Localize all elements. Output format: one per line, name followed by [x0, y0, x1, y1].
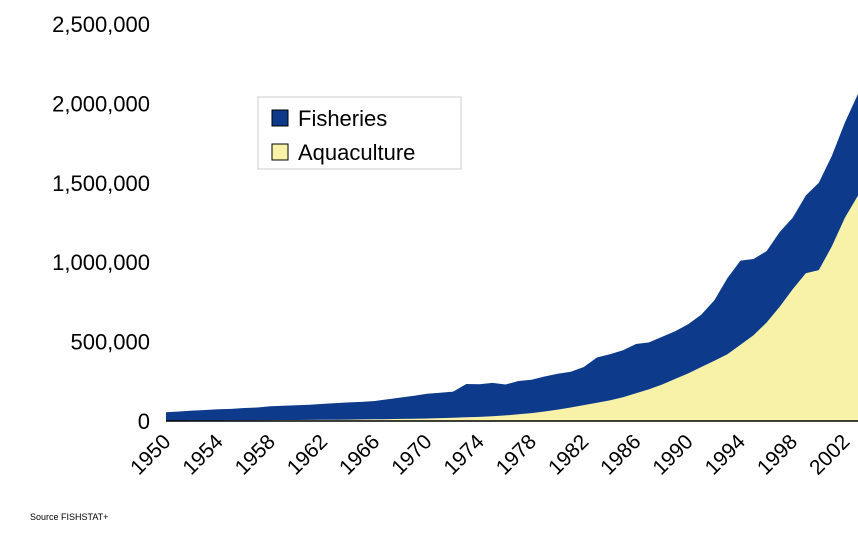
x-tick-label: 1986	[596, 430, 645, 479]
x-tick-label: 1958	[231, 430, 280, 479]
legend-box	[257, 96, 462, 170]
x-tick-label: 1994	[701, 430, 751, 480]
legend-swatch-fisheries	[271, 109, 289, 127]
y-tick-label: 2,500,000	[52, 12, 150, 37]
x-tick-label: 1970	[387, 430, 436, 479]
area-aquaculture	[166, 195, 858, 421]
x-tick-label: 1966	[335, 430, 384, 479]
y-tick-label: 1,500,000	[52, 171, 150, 196]
x-tick-label: 1950	[126, 430, 175, 479]
area-fisheries	[166, 93, 858, 421]
x-tick-label: 2002	[805, 430, 854, 479]
legend-swatch-aquaculture	[271, 143, 289, 161]
x-tick-label: 1990	[648, 430, 697, 479]
y-tick-label: 2,000,000	[52, 91, 150, 116]
legend: Fisheries Aquaculture	[257, 96, 462, 170]
x-axis: 1950 1954 1958 1962 1966 1970 1974 1978 1982 1986…	[126, 430, 854, 480]
x-tick-label: 1982	[544, 430, 593, 479]
plot-areas	[166, 93, 858, 421]
legend-label-fisheries: Fisheries	[298, 106, 387, 131]
x-tick-label: 1962	[283, 430, 332, 479]
y-tick-label: 0	[138, 409, 150, 434]
source-note: Source FISHSTAT+	[30, 512, 109, 522]
x-tick-label: 1974	[440, 430, 490, 480]
y-tick-label: 1,000,000	[52, 250, 150, 275]
x-tick-label: 1998	[753, 430, 802, 479]
legend-label-aquaculture: Aquaculture	[298, 140, 415, 165]
x-tick-label: 1978	[492, 430, 541, 479]
y-tick-label: 500,000	[70, 330, 150, 355]
x-tick-label: 1954	[178, 430, 228, 480]
y-axis: 0 500,000 1,000,000 1,500,000 2,000,000 2,500…	[52, 12, 150, 434]
